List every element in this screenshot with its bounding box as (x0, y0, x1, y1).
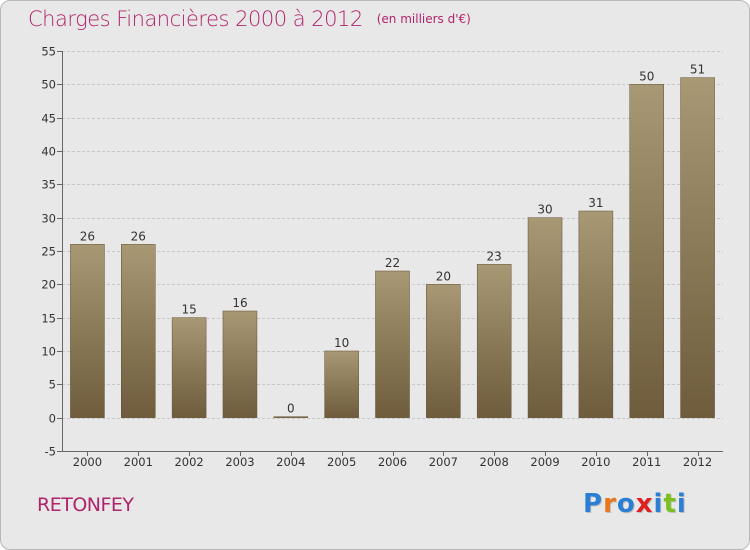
x-tick-label: 2007 (429, 455, 458, 469)
bar (222, 310, 258, 418)
x-tick-label: 2000 (73, 455, 102, 469)
bar (171, 317, 207, 418)
logo-letter: o (616, 489, 636, 519)
chart-subtitle: (en milliers d'€) (376, 12, 471, 26)
logo-letter: r (603, 489, 617, 519)
y-tick-label: 55 (41, 45, 56, 59)
logo-letter: x (635, 489, 654, 519)
bar (629, 84, 664, 418)
x-tick-label: 2008 (480, 455, 509, 469)
y-tick-label: 10 (41, 345, 56, 359)
data-label: 16 (232, 296, 247, 310)
data-label: 22 (385, 256, 400, 270)
y-tick-label: 50 (41, 78, 56, 92)
bar (680, 77, 715, 418)
logo-letter: P (583, 489, 604, 519)
y-tick-label: 0 (49, 412, 56, 426)
y-tick-label: 35 (41, 178, 56, 192)
commune-name: RETONFEY (37, 494, 134, 516)
y-tick-label: -5 (45, 445, 56, 459)
x-tick-label: 2010 (581, 455, 610, 469)
x-tick-label: 2006 (378, 455, 407, 469)
bar (578, 210, 614, 418)
logo-letter: i (653, 489, 664, 519)
x-tick-label: 2005 (327, 455, 356, 469)
y-tick-label: 20 (41, 278, 56, 292)
x-tick-label: 2004 (276, 455, 305, 469)
y-tick-label: 30 (41, 212, 56, 226)
grid (62, 51, 723, 419)
data-label: 20 (436, 269, 451, 283)
data-label: 26 (80, 229, 95, 243)
bar (324, 350, 359, 418)
bar (273, 416, 309, 418)
bars (70, 77, 715, 418)
data-label: 31 (588, 196, 603, 210)
y-tick-label: 25 (41, 245, 56, 259)
logo-letter: t (663, 489, 677, 519)
data-label: 15 (181, 303, 196, 317)
x-tick-label: 2003 (225, 455, 254, 469)
y-tick-label: 5 (49, 378, 56, 392)
data-label: 23 (487, 249, 502, 263)
data-label: 50 (639, 69, 654, 83)
bar (375, 270, 410, 418)
x-tick-label: 2002 (174, 455, 203, 469)
logo-letter: i (676, 489, 687, 519)
bar (121, 244, 156, 418)
data-labels: 26 26 15 16 0 10 22 20 23 30 31 50 51 (80, 63, 705, 416)
y-tick-label: 45 (41, 112, 56, 126)
data-label: 10 (334, 336, 349, 350)
bar (426, 284, 461, 418)
x-tick-label: 2011 (632, 455, 661, 469)
chart-title: Charges Financières 2000 à 2012 (28, 7, 363, 31)
x-tick-label: 2012 (683, 455, 712, 469)
x-tick-label: 2009 (530, 455, 559, 469)
data-label: 30 (537, 203, 552, 217)
x-tick-label: 2001 (124, 455, 153, 469)
bar (527, 217, 563, 418)
bar (476, 264, 512, 418)
y-tick-label: 15 (41, 312, 56, 326)
proxiti-logo: Proxiti (583, 489, 687, 519)
data-label: 26 (131, 229, 146, 243)
y-tick-label: 40 (41, 145, 56, 159)
bar (70, 244, 105, 418)
data-label: 51 (690, 63, 705, 77)
title-line: Charges Financières 2000 à 2012 (en milli… (28, 7, 471, 31)
data-label: 0 (287, 402, 295, 416)
